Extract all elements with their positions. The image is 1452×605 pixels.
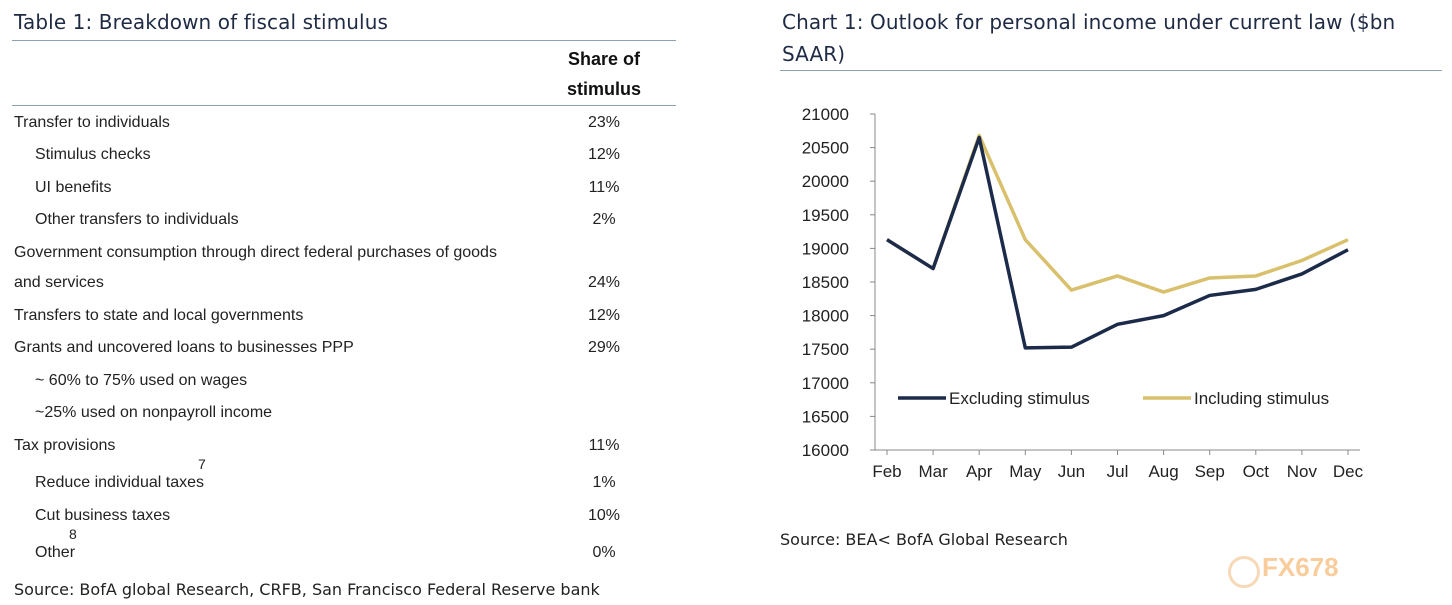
x-tick-label: Feb [872, 462, 901, 481]
table-row-label: Other [35, 544, 76, 561]
table-row-label: Tax provisions [14, 437, 116, 454]
table-row-value: 23% [587, 114, 621, 131]
y-tick-label: 19000 [802, 239, 849, 258]
x-tick-label: Dec [1333, 462, 1364, 481]
table-row-label: Transfers to state and local governments [14, 307, 304, 324]
table-row-label: ~25% used on nonpayroll income [35, 404, 273, 421]
y-tick-label: 16500 [802, 407, 849, 426]
y-tick-label: 18000 [802, 307, 849, 326]
footnote-marker: 8 [69, 526, 77, 542]
table-source: Source: BofA global Research, CRFB, San … [14, 580, 600, 599]
table-header-line1: Share of [567, 49, 641, 69]
table-row-value: 0% [592, 544, 616, 561]
table-row-value: 12% [587, 307, 621, 324]
table-row-label: and services [14, 274, 104, 291]
x-tick-label: Apr [966, 462, 993, 481]
table-title: Table 1: Breakdown of fiscal stimulus [14, 10, 389, 34]
table-row-value: 11% [588, 437, 620, 454]
y-tick-label: 16000 [802, 441, 849, 460]
y-tick-label: 21000 [802, 105, 849, 124]
table-row-value: 24% [587, 274, 621, 291]
x-tick-label: Jun [1058, 462, 1085, 481]
chart-title-line2: SAAR) [782, 42, 846, 66]
x-tick-label: Mar [918, 462, 948, 481]
x-tick-label: May [1009, 462, 1042, 481]
y-tick-label: 17000 [802, 374, 849, 393]
series-line-excluding-stimulus [886, 135, 1349, 350]
table-row-value: 10% [587, 507, 621, 524]
table-title-rule [12, 40, 676, 41]
table-row-value: 12% [587, 146, 621, 163]
line-chart: 16000 16500 17000 17500 18000 18500 19000 19500… [802, 105, 1364, 481]
x-tick-label: Sep [1195, 462, 1225, 481]
x-tick-label: Aug [1148, 462, 1178, 481]
legend-label: Including stimulus [1194, 389, 1329, 408]
table-row-label: Cut business taxes [35, 507, 171, 524]
table-row-label: Stimulus checks [35, 146, 151, 163]
table-header-rule [12, 105, 676, 106]
table-row-label: ~ 60% to 75% used on wages [35, 372, 248, 389]
table-row-label: UI benefits [35, 179, 112, 196]
watermark-icon [1228, 556, 1260, 588]
y-tick-label: 17500 [802, 340, 849, 359]
table-row-label: Government consumption through direct fe… [14, 244, 497, 261]
y-tick-label: 20000 [802, 172, 849, 191]
table-row-value: 29% [587, 339, 621, 356]
chart-title-rule [780, 70, 1442, 71]
table-row-label: Reduce individual taxes [35, 474, 204, 491]
chart-source: Source: BEA< BofA Global Research [780, 530, 1068, 549]
y-tick-label: 18500 [802, 273, 849, 292]
table-row-value: 11% [588, 179, 620, 196]
chart-title-line1: Chart 1: Outlook for personal income und… [782, 10, 1396, 34]
table-row-label: Other transfers to individuals [35, 211, 239, 228]
x-tick-label: Nov [1287, 462, 1318, 481]
series-line-including-stimulus [886, 133, 1349, 294]
y-tick-label: 19500 [802, 206, 849, 225]
watermark-text: FX678 [1262, 552, 1339, 582]
footnote-marker: 7 [198, 456, 206, 472]
table-header-line2: stimulus [566, 79, 641, 99]
x-tick-label: Jul [1107, 462, 1129, 481]
table-row-label: Grants and uncovered loans to businesses… [14, 339, 354, 356]
table-row-label: Transfer to individuals [14, 114, 170, 131]
x-tick-label: Oct [1243, 462, 1270, 481]
y-tick-label: 20500 [802, 139, 849, 158]
legend-label: Excluding stimulus [949, 389, 1090, 408]
table-row-value: 1% [592, 474, 616, 491]
table-row-value: 2% [592, 211, 616, 228]
